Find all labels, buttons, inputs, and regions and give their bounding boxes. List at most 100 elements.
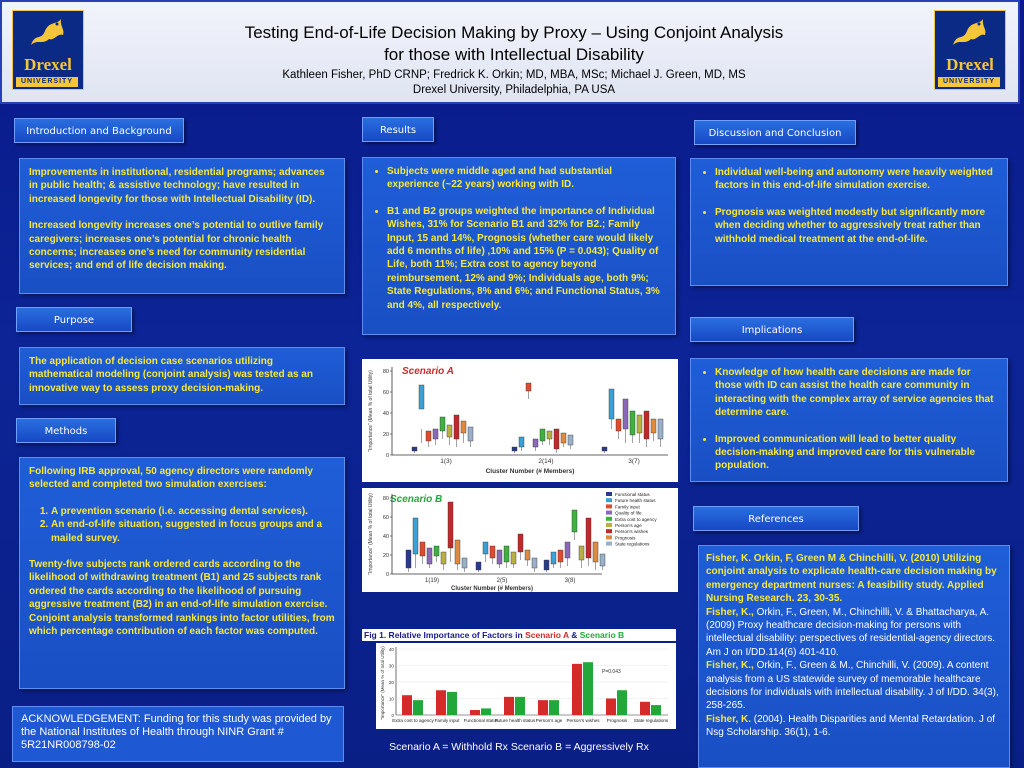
bar <box>402 695 412 715</box>
dragon-icon <box>953 19 986 45</box>
box-mark <box>412 517 419 555</box>
scenario-b-figure: Scenario B 1(19) 2(5) 3(8) Cluster Numbe… <box>362 488 678 592</box>
legend-swatch <box>606 492 612 496</box>
legend-swatch <box>606 516 612 521</box>
box-mark <box>546 430 553 440</box>
box-mark <box>601 446 608 452</box>
results-box: Subjects were middle aged and had substa… <box>362 157 676 335</box>
box-mark <box>432 428 439 440</box>
scenario-legend: Scenario A = Withhold Rx Scenario B = Ag… <box>389 741 649 753</box>
box-mark <box>532 438 539 448</box>
box-mark <box>629 410 636 436</box>
box-mark <box>560 432 567 444</box>
drexel-logo-right: Drexel UNIVERSITY <box>934 10 1006 90</box>
list-item: Knowledge of how health care decisions a… <box>715 366 998 420</box>
caption-and: & <box>568 630 580 640</box>
bar <box>606 698 616 715</box>
intro-paragraph: Improvements in institutional, residenti… <box>29 167 325 205</box>
results-label: Results <box>362 117 434 142</box>
tick-label: 40 <box>383 411 389 417</box>
box-mark <box>543 559 550 571</box>
tick-label: 0 <box>386 453 389 459</box>
tick-label: 60 <box>383 515 389 521</box>
box-mark <box>525 382 532 392</box>
bar <box>572 663 582 715</box>
tick-label: 40 <box>389 647 395 652</box>
methods-label: Methods <box>16 418 116 443</box>
bar-category-labels: Extra cost to agency Family input Function… <box>392 718 669 723</box>
box-mark <box>643 410 650 440</box>
dragon-icon <box>31 19 64 45</box>
poster-header: Drexel UNIVERSITY Drexel UNIVERSITY Test… <box>0 0 1020 104</box>
legend-label: Person's wishes <box>615 529 649 534</box>
category-label: Person's wishes <box>566 718 600 723</box>
authors: Kathleen Fisher, PhD CRNP; Fredrick K. O… <box>282 69 746 81</box>
scenario-b-title: Scenario B <box>390 494 442 505</box>
legend-swatch <box>606 498 612 503</box>
box-mark <box>517 533 524 553</box>
box-mark <box>557 549 564 563</box>
list-item: B1 and B2 groups weighted the importance… <box>387 205 666 312</box>
legend-label: Person's age <box>615 523 642 528</box>
bar <box>470 710 480 715</box>
bar-chart-svg: "Importance" (Mean % of total Utility) 0… <box>380 646 669 723</box>
tick-label: 80 <box>383 496 389 502</box>
tick-label: 20 <box>383 432 389 438</box>
boxplot-marks <box>411 382 664 453</box>
affiliation: Drexel University, Philadelphia, PA USA <box>412 84 616 96</box>
list-item: Prognosis was weighted modestly but sign… <box>715 206 998 246</box>
bar <box>504 696 514 715</box>
implications-box: Knowledge of how health care decisions a… <box>690 358 1008 482</box>
implications-list: Knowledge of how health care decisions a… <box>695 366 998 473</box>
box-mark <box>564 541 571 559</box>
legend-label: Family input <box>615 504 640 509</box>
category-label: Extra cost to agency <box>392 718 434 723</box>
legend-label: Future health status <box>615 498 656 503</box>
tick-label: 10 <box>389 696 395 701</box>
box-mark <box>439 416 446 432</box>
box-mark <box>550 551 557 565</box>
category-label: Future health status <box>495 718 536 723</box>
box-mark <box>419 541 426 557</box>
box-mark <box>426 547 433 565</box>
box-mark <box>447 501 454 549</box>
yaxis-label: "Importance" (Mean % of total Utility) <box>368 370 374 452</box>
caption-scenario-a: Scenario A <box>525 630 569 640</box>
group-label: 1(19) <box>425 578 439 584</box>
intro-label: Introduction and Background <box>14 118 184 143</box>
implications-label: Implications <box>690 317 854 342</box>
box-mark <box>608 388 615 420</box>
bar-marks <box>402 662 661 715</box>
box-mark <box>496 549 503 565</box>
scenario-a-boxplot: Scenario A 1(3) 2(14) 3(7) Cluster Numbe… <box>368 366 668 475</box>
bar <box>583 662 593 715</box>
box-mark <box>585 517 592 559</box>
box-mark <box>553 428 560 450</box>
box-mark <box>440 551 447 565</box>
references-box: Fisher, K. Orkin, F, Green M & Chinchill… <box>698 545 1010 768</box>
category-label: Person's age <box>536 718 563 723</box>
caption-prefix: Fig 1. Relative Importance of Factors in <box>364 630 526 640</box>
factor-bar-chart: "Importance" (Mean % of total Utility) 0… <box>376 643 676 729</box>
group-label: 3(7) <box>628 458 640 465</box>
caption-scenario-b: Scenario B <box>579 630 625 640</box>
list-item: Improved communication will lead to bett… <box>715 433 998 473</box>
list-item: Subjects were middle aged and had substa… <box>387 165 666 192</box>
methods-list: A prevention scenario (i.e. accessing de… <box>29 505 335 545</box>
intro-box: Improvements in institutional, residenti… <box>19 158 345 294</box>
xaxis-label: Cluster Number (# Members) <box>486 468 575 475</box>
bar <box>549 700 559 715</box>
box-mark <box>425 430 432 442</box>
tick-label: 60 <box>383 390 389 396</box>
box-mark <box>453 414 460 440</box>
purpose-text: The application of decision case scenari… <box>29 356 313 394</box>
box-mark <box>489 545 496 559</box>
reference-3: Fisher, K., Orkin, F., Green & M., Chinc… <box>706 660 999 712</box>
box-mark <box>405 549 412 569</box>
group-label: 3(8) <box>565 578 576 584</box>
list-item: A prevention scenario (i.e. accessing de… <box>51 505 335 518</box>
intro-paragraph: Increased longevity increases one’s pote… <box>29 220 324 272</box>
bar <box>447 691 457 715</box>
box-mark <box>539 428 546 442</box>
box-mark <box>578 545 585 561</box>
